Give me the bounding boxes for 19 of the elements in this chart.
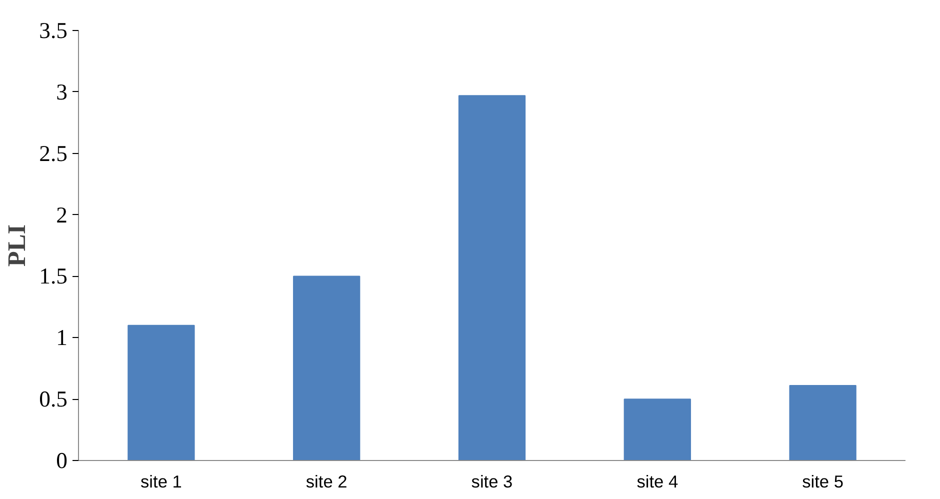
x-tick-label: site 4 bbox=[636, 472, 678, 492]
y-axis-title: PLI bbox=[3, 224, 32, 267]
x-tick-label: site 1 bbox=[140, 472, 182, 492]
y-tick-label: 0.5 bbox=[39, 386, 68, 412]
x-tick-label: site 5 bbox=[802, 472, 844, 492]
y-tick-label: 1.5 bbox=[39, 264, 68, 289]
bar bbox=[293, 276, 360, 460]
bar bbox=[458, 95, 526, 460]
bar bbox=[789, 385, 856, 460]
y-tick-label: 1 bbox=[56, 325, 68, 350]
bar bbox=[128, 324, 195, 460]
x-tick-label: site 2 bbox=[306, 472, 348, 492]
y-tick-label: 3 bbox=[56, 79, 68, 104]
y-tick-label: 0 bbox=[56, 448, 68, 473]
y-tick-label: 2.5 bbox=[39, 140, 68, 166]
bar bbox=[624, 398, 691, 460]
y-tick-label: 2 bbox=[56, 202, 68, 228]
x-tick-label: site 3 bbox=[471, 472, 513, 492]
y-tick-label: 3.5 bbox=[39, 18, 68, 43]
